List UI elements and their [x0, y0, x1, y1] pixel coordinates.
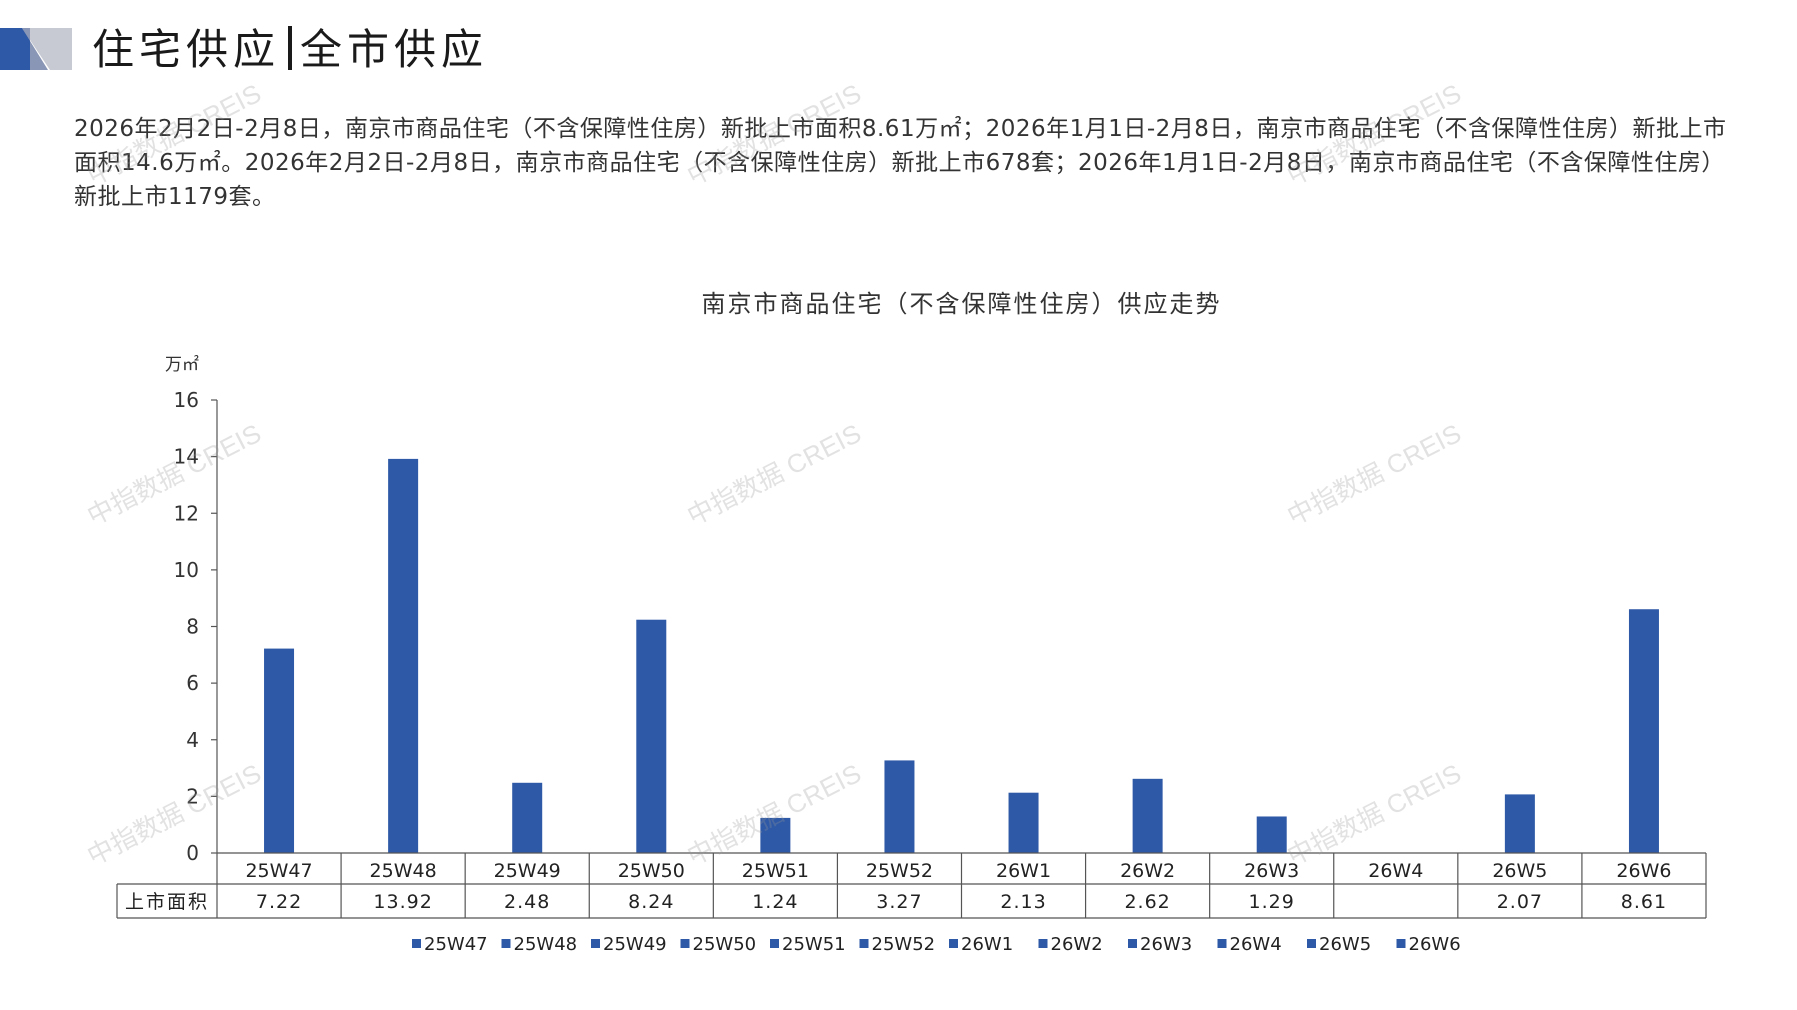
legend-entry: 26W1: [961, 934, 1013, 955]
data-label: 1.24: [752, 891, 798, 913]
page-title-sub: 全市供应: [300, 25, 489, 74]
page-title: 住宅供应 全市供应: [92, 22, 488, 78]
data-label: 8.24: [628, 891, 674, 913]
y-tick-label: 8: [186, 615, 199, 639]
data-label: 3.27: [876, 891, 922, 913]
x-tick-label: 26W5: [1492, 860, 1547, 882]
bar: [760, 817, 791, 853]
bar: [1628, 609, 1659, 853]
bar: [388, 458, 419, 853]
summary-text: 2026年2月2日-2月8日，南京市商品住宅（不含保障性住房）新批上市面积8.6…: [74, 116, 1727, 210]
y-tick-label: 12: [174, 501, 199, 525]
legend-swatch: [949, 939, 958, 948]
bar: [1504, 794, 1535, 853]
chart-title: 南京市商品住宅（不含保障性住房）供应走势: [702, 290, 1222, 318]
legend-swatch: [770, 939, 779, 948]
page-title-main: 住宅供应: [92, 25, 281, 74]
x-tick-label: 25W48: [370, 860, 437, 882]
legend-entry: 26W3: [1140, 934, 1192, 955]
legend-swatch: [412, 939, 421, 948]
x-tick-label: 25W51: [742, 860, 809, 882]
legend-swatch: [859, 939, 869, 948]
data-label: 2.07: [1497, 891, 1543, 913]
x-tick-label: 26W1: [996, 860, 1051, 882]
y-tick-label: 16: [174, 388, 199, 412]
x-tick-label: 26W4: [1368, 860, 1423, 882]
data-label: 1.29: [1249, 891, 1295, 913]
x-tick-label: 26W3: [1244, 860, 1299, 882]
legend-swatch: [1038, 939, 1048, 948]
y-tick-label: 6: [186, 671, 199, 695]
x-tick-label: 25W47: [245, 860, 312, 882]
legend-entry: 26W4: [1230, 934, 1282, 955]
bar: [1132, 778, 1163, 853]
x-tick-label: 26W2: [1120, 860, 1175, 882]
legend-entry: 25W51: [782, 934, 846, 955]
data-label: 8.61: [1621, 891, 1667, 913]
bar: [1008, 792, 1039, 853]
y-tick-label: 10: [174, 558, 199, 582]
bar: [884, 760, 915, 853]
x-tick-label: 26W6: [1616, 860, 1671, 882]
data-label: 2.48: [504, 891, 550, 913]
y-tick-label: 0: [186, 841, 199, 865]
legend-entry: 25W48: [514, 934, 578, 955]
legend-entry: 26W2: [1051, 934, 1103, 955]
bar: [264, 648, 295, 853]
x-tick-label: 25W49: [494, 860, 561, 882]
legend-swatch: [1217, 939, 1227, 948]
data-label: 7.22: [256, 891, 302, 913]
x-tick-label: 25W52: [866, 860, 933, 882]
y-axis-unit-label: 万㎡: [165, 355, 199, 375]
y-tick-label: 2: [186, 784, 199, 808]
data-label: 2.62: [1124, 891, 1170, 913]
data-label: 2.13: [1000, 891, 1046, 913]
legend-swatch: [1396, 939, 1406, 948]
bar: [1256, 816, 1287, 853]
bar: [636, 619, 667, 853]
bar: [512, 782, 543, 853]
legend-entry: 26W5: [1319, 934, 1371, 955]
legend-swatch: [680, 939, 690, 948]
legend-entry: 25W50: [693, 934, 757, 955]
legend-swatch: [501, 939, 511, 948]
legend-entry: 26W6: [1409, 934, 1461, 955]
y-tick-label: 14: [174, 445, 199, 469]
title-separator: [288, 26, 293, 70]
table-row-label: 上市面积: [125, 891, 209, 913]
data-label: 13.92: [373, 891, 432, 913]
legend-entry: 25W47: [424, 934, 488, 955]
x-tick-label: 25W50: [618, 860, 685, 882]
legend-entry: 25W49: [603, 934, 667, 955]
legend-entry: 25W52: [872, 934, 936, 955]
legend-swatch: [1128, 939, 1137, 948]
legend-swatch: [591, 939, 600, 948]
title-decoration-icon: [0, 28, 72, 70]
legend-swatch: [1307, 939, 1316, 948]
y-tick-label: 4: [186, 728, 199, 752]
